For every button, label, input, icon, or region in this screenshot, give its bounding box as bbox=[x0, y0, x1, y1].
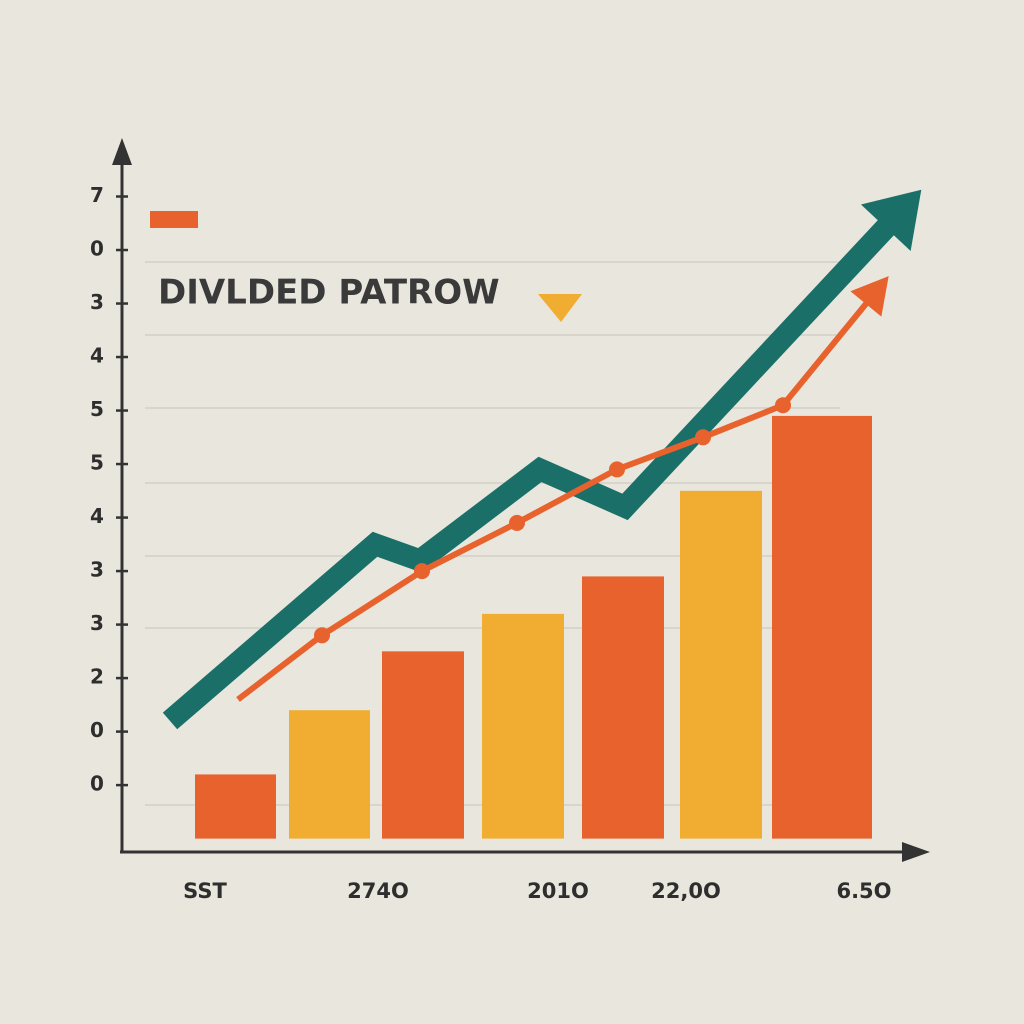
axes bbox=[112, 138, 930, 862]
bar bbox=[772, 415, 872, 839]
x-tick-label: 201O bbox=[527, 879, 589, 903]
bar bbox=[482, 613, 564, 839]
line-point bbox=[609, 461, 625, 478]
bar bbox=[195, 774, 276, 839]
y-tick-label: 4 bbox=[90, 344, 104, 368]
line-point bbox=[775, 397, 791, 414]
x-tick-label: 6.5O bbox=[836, 879, 891, 903]
y-tick-label: 0 bbox=[90, 718, 104, 742]
plot bbox=[162, 189, 922, 839]
y-tick-label: 4 bbox=[90, 504, 104, 528]
chart-title: DIVLDED PATROW bbox=[158, 273, 500, 313]
y-tick-label: 0 bbox=[90, 772, 104, 796]
line-point bbox=[509, 514, 525, 531]
trend-line bbox=[236, 290, 878, 702]
bar bbox=[680, 490, 762, 839]
bar bbox=[289, 710, 370, 839]
bar bbox=[582, 576, 664, 839]
title-icon bbox=[538, 294, 582, 322]
x-tick-label: SST bbox=[183, 879, 227, 903]
x-tick-label: 274O bbox=[347, 879, 409, 903]
line-point bbox=[314, 627, 330, 644]
bar bbox=[382, 651, 464, 839]
line-point bbox=[414, 563, 430, 580]
legend-swatch bbox=[150, 211, 198, 228]
y-tick-label: 0 bbox=[90, 237, 104, 261]
y-tick-label: 5 bbox=[90, 451, 104, 475]
y-tick-label: 5 bbox=[90, 397, 104, 421]
y-tick-label: 2 bbox=[90, 665, 104, 689]
x-axis-arrow bbox=[902, 842, 930, 862]
y-tick-label: 7 bbox=[90, 183, 104, 207]
arrow-head bbox=[850, 276, 889, 317]
line-point bbox=[695, 429, 711, 446]
y-tick-label: 3 bbox=[90, 611, 104, 635]
trend-line bbox=[162, 205, 909, 730]
y-axis-arrow bbox=[112, 138, 132, 165]
y-tick-label: 3 bbox=[90, 290, 104, 314]
y-tick-label: 3 bbox=[90, 558, 104, 582]
arrow-head bbox=[860, 189, 922, 251]
x-tick-label: 22,0O bbox=[651, 879, 721, 903]
